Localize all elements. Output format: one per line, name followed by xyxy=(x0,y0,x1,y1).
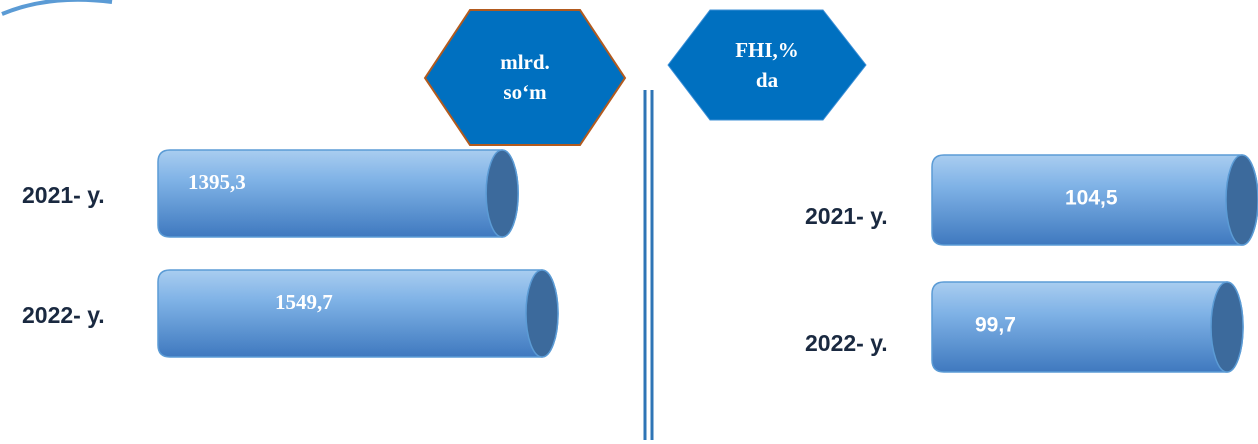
cylinder-body xyxy=(157,269,559,358)
category-label: 2022- y. xyxy=(22,302,105,328)
unit-hexagon xyxy=(667,9,867,121)
category-label: 2021- y. xyxy=(22,182,105,208)
cylinder-cap xyxy=(525,269,559,358)
cylinder-cap xyxy=(1225,154,1258,246)
cylinder-cap xyxy=(485,149,519,238)
unit-hexagon xyxy=(423,9,627,146)
panel-title: mlrd. so‘m xyxy=(500,50,550,104)
cylinder-cap xyxy=(1210,281,1244,373)
logo-fragment xyxy=(1,0,113,16)
category-label: 2021- y. xyxy=(805,203,888,229)
value-label: 99,7 xyxy=(975,314,1016,337)
value-label: 1549,7 xyxy=(275,290,333,314)
value-label: 104,5 xyxy=(1065,187,1118,210)
category-label: 2022- y. xyxy=(805,330,888,356)
panel-title: FHI,% da xyxy=(735,38,799,92)
value-label: 1395,3 xyxy=(188,170,246,194)
